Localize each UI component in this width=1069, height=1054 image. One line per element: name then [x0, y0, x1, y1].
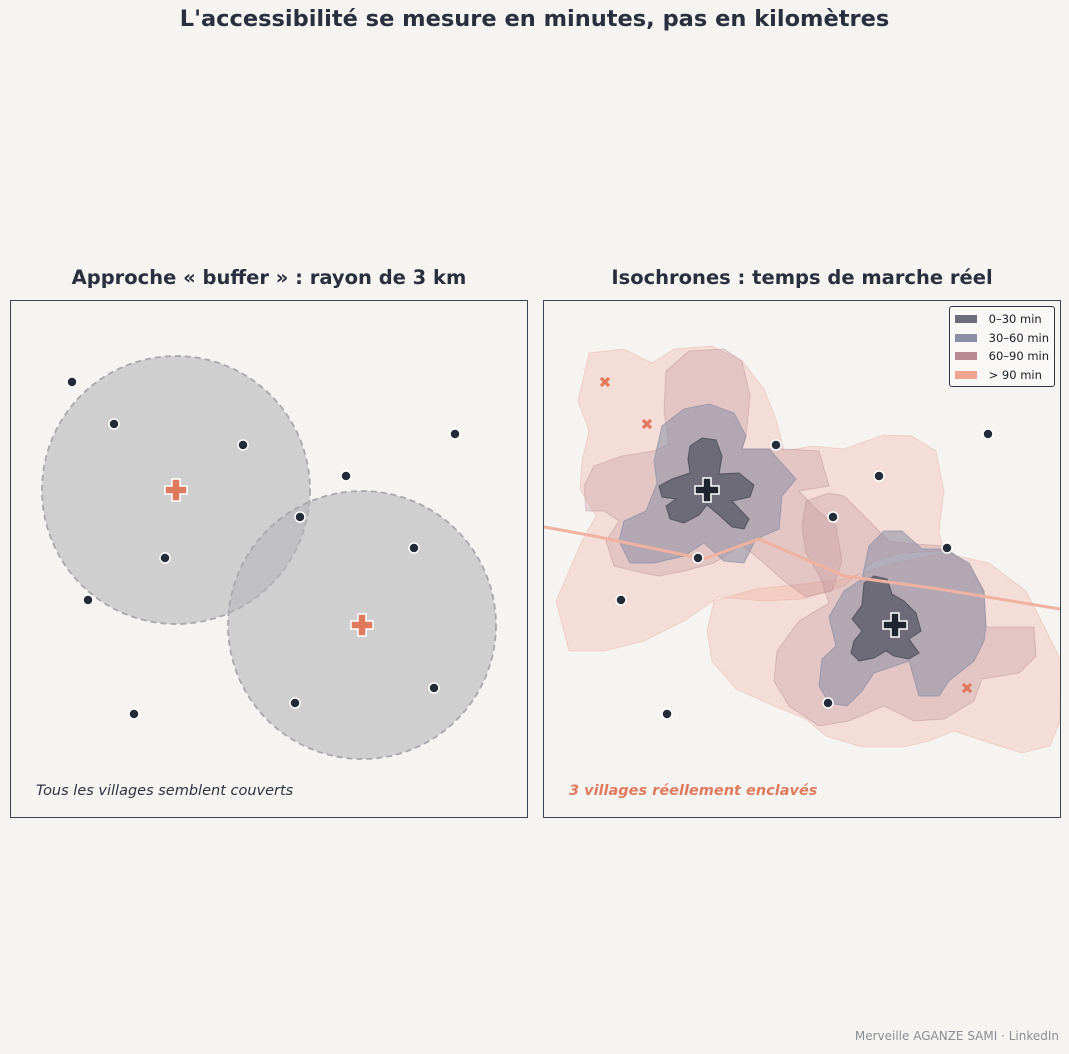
left-panel-title: Approche « buffer » : rayon de 3 km	[71, 266, 467, 289]
legend-swatch	[954, 370, 977, 379]
main-title: L'accessibilité se mesure en minutes, pa…	[179, 6, 890, 32]
village-marker	[82, 594, 94, 606]
enclaved-villages	[599, 376, 973, 694]
village-marker	[237, 439, 249, 451]
enclaved-village-icon	[961, 682, 973, 694]
legend-swatch	[954, 315, 977, 324]
health-center-icon	[350, 613, 374, 637]
village-marker	[108, 418, 120, 430]
legend-label: > 90 min	[988, 367, 1042, 382]
village-marker	[827, 511, 839, 523]
right-panel-title: Isochrones : temps de marche réel	[611, 266, 993, 289]
legend-label: 0–30 min	[988, 312, 1042, 327]
buffer-map-panel: Tous les villages semblent couverts	[10, 300, 528, 818]
buffer-caption: Tous les villages semblent couverts	[36, 783, 294, 799]
village-marker	[822, 697, 834, 709]
enclaved-village-icon	[599, 376, 611, 388]
village-marker	[941, 542, 953, 554]
village-marker	[661, 708, 673, 720]
legend-item: 30–60 min	[954, 329, 1049, 348]
village-marker	[873, 470, 885, 482]
isochrone-caption: 3 villages réellement enclavés	[569, 783, 818, 799]
health-center-icon	[164, 478, 188, 502]
health-center-icon	[694, 477, 720, 503]
legend-label: 30–60 min	[988, 330, 1049, 345]
village-marker	[408, 542, 420, 554]
legend-item: 60–90 min	[954, 347, 1049, 366]
buffer-map	[41, 355, 497, 760]
isochrone-map	[544, 345, 1060, 754]
isochrone-legend: 0–30 min 30–60 min 60–90 min > 90 min	[948, 306, 1055, 387]
village-marker	[770, 439, 782, 451]
village-marker	[289, 697, 301, 709]
health-center-icon	[882, 612, 908, 638]
enclaved-village-icon	[641, 418, 653, 430]
legend-swatch	[954, 333, 977, 342]
villages	[66, 376, 461, 720]
legend-label: 60–90 min	[988, 349, 1049, 364]
village-marker	[449, 428, 461, 440]
isochrone-0-30-zone-2	[850, 575, 922, 662]
villages	[615, 428, 994, 720]
village-marker	[294, 511, 306, 523]
village-marker	[66, 376, 78, 388]
village-marker	[340, 470, 352, 482]
author-credit: Merveille AGANZE SAMI · LinkedIn	[854, 1029, 1059, 1043]
isochrone-map-panel: 0–30 min 30–60 min 60–90 min > 90 min 3 …	[543, 300, 1061, 818]
village-marker	[982, 428, 994, 440]
village-marker	[128, 708, 140, 720]
legend-item: 0–30 min	[954, 310, 1049, 329]
village-marker	[692, 552, 704, 564]
village-marker	[159, 552, 171, 564]
village-marker	[428, 682, 440, 694]
village-marker	[615, 594, 627, 606]
road-line	[544, 525, 1060, 611]
legend-swatch	[954, 352, 977, 361]
legend-item: > 90 min	[954, 366, 1049, 385]
